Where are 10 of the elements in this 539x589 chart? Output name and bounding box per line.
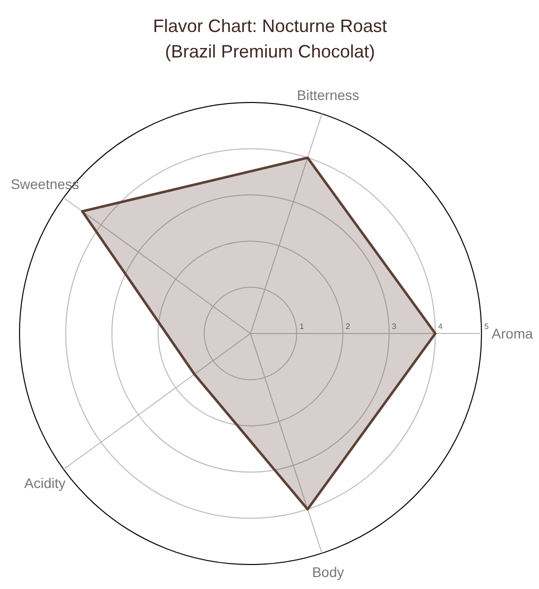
spoke-label: Acidity xyxy=(24,474,66,491)
chart-title: Flavor Chart: Nocturne Roast (Brazil Premium Chocolat) xyxy=(152,16,388,62)
spoke-label: Bitterness xyxy=(296,86,360,103)
y-tick-label: 2 xyxy=(346,322,351,331)
spoke-label: Body xyxy=(312,564,344,580)
spoke-label: Aroma xyxy=(492,326,534,342)
y-tick-label: 1 xyxy=(299,322,304,331)
y-tick-label: 4 xyxy=(438,322,444,331)
y-tick-label: 5 xyxy=(484,322,490,331)
y-tick-label: 3 xyxy=(392,322,397,331)
